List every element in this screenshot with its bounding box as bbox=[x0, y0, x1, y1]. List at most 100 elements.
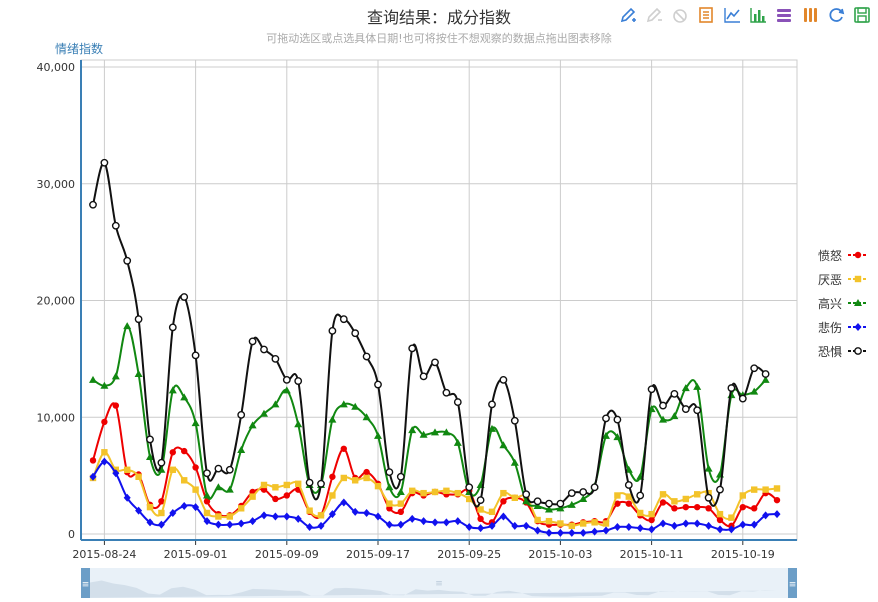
data-point bbox=[306, 507, 313, 514]
clear-mark-icon[interactable] bbox=[669, 4, 690, 25]
line-chart-icon[interactable] bbox=[721, 4, 742, 25]
legend-marker bbox=[854, 299, 863, 306]
data-point bbox=[215, 513, 222, 520]
chart-toolbar bbox=[617, 4, 872, 25]
data-point bbox=[442, 428, 451, 436]
data-point bbox=[751, 505, 758, 512]
data-point bbox=[545, 528, 553, 537]
data-point bbox=[181, 477, 188, 484]
data-point bbox=[739, 503, 746, 511]
data-point bbox=[466, 495, 473, 503]
legend-item-3[interactable]: 高兴 bbox=[818, 291, 869, 315]
data-point bbox=[351, 329, 360, 338]
data-point bbox=[260, 409, 268, 417]
data-point bbox=[556, 499, 565, 508]
data-point bbox=[306, 522, 314, 531]
data-point bbox=[124, 466, 131, 473]
data-point bbox=[420, 517, 428, 526]
series-4 bbox=[89, 457, 781, 537]
data-point bbox=[249, 493, 256, 500]
data-point bbox=[374, 512, 382, 521]
restore-icon[interactable] bbox=[825, 4, 846, 25]
data-view-icon[interactable] bbox=[695, 4, 716, 25]
remove-mark-icon[interactable] bbox=[643, 4, 664, 25]
data-point bbox=[477, 524, 485, 533]
legend: 愤怒厌恶高兴悲伤恐惧 bbox=[818, 243, 869, 363]
data-point bbox=[123, 322, 132, 330]
data-point bbox=[705, 505, 712, 512]
legend-item-2[interactable]: 厌恶 bbox=[818, 267, 869, 291]
data-point bbox=[648, 516, 655, 524]
data-point bbox=[351, 402, 360, 410]
data-point bbox=[739, 520, 747, 529]
chart-subtitle: 可拖动选区或点选具体日期!也可将按住不想观察的数据点拖出图表移除 bbox=[266, 32, 612, 45]
data-point bbox=[750, 387, 759, 395]
data-point bbox=[681, 384, 690, 392]
bar-chart-icon[interactable] bbox=[747, 4, 768, 25]
data-point bbox=[203, 517, 211, 526]
data-point bbox=[590, 483, 599, 492]
legend-item-1[interactable]: 愤怒 bbox=[818, 243, 869, 267]
stack-icon[interactable] bbox=[773, 4, 794, 25]
data-point bbox=[123, 256, 132, 265]
data-point bbox=[89, 472, 97, 481]
data-point bbox=[670, 521, 678, 530]
data-point bbox=[648, 510, 655, 518]
data-point bbox=[203, 498, 211, 505]
zoom-handle-right[interactable] bbox=[788, 568, 797, 598]
data-point bbox=[681, 405, 690, 413]
tiled-icon[interactable] bbox=[799, 4, 820, 25]
legend-label: 悲伤 bbox=[818, 320, 843, 335]
legend-marker bbox=[854, 251, 862, 259]
y-tick-label: 20,000 bbox=[37, 295, 76, 308]
data-point bbox=[602, 414, 610, 423]
data-point bbox=[750, 520, 758, 529]
data-point bbox=[499, 441, 508, 449]
data-point bbox=[409, 487, 416, 495]
data-point bbox=[157, 458, 166, 467]
data-zoom-slider[interactable]: ≡ ≡ ≡ bbox=[81, 568, 797, 598]
data-point bbox=[396, 487, 405, 495]
data-point bbox=[694, 491, 701, 498]
x-tick-label: 2015-09-25 bbox=[437, 548, 501, 561]
legend-item-5[interactable]: 恐惧 bbox=[818, 339, 869, 363]
data-point bbox=[613, 433, 622, 441]
data-point bbox=[329, 473, 336, 480]
data-point bbox=[282, 375, 291, 384]
data-point bbox=[374, 431, 382, 439]
data-point bbox=[134, 370, 143, 378]
data-point bbox=[716, 516, 724, 524]
x-tick-label: 2015-09-01 bbox=[164, 548, 228, 561]
data-point bbox=[431, 488, 439, 496]
legend-swatch bbox=[848, 251, 869, 259]
legend-item-4[interactable]: 悲伤 bbox=[818, 315, 869, 339]
series-group bbox=[89, 158, 781, 537]
data-point bbox=[112, 402, 120, 409]
data-point bbox=[648, 525, 656, 534]
data-point bbox=[203, 509, 211, 517]
data-point bbox=[408, 514, 416, 523]
y-tick-label: 40,000 bbox=[37, 61, 76, 74]
data-point bbox=[728, 514, 735, 521]
data-point bbox=[397, 520, 405, 529]
data-point bbox=[317, 521, 325, 530]
data-point bbox=[100, 158, 109, 167]
data-point bbox=[613, 522, 621, 531]
data-point bbox=[317, 479, 325, 488]
data-point bbox=[363, 468, 370, 476]
data-point bbox=[408, 426, 417, 434]
data-point bbox=[579, 488, 588, 496]
data-point bbox=[659, 499, 667, 506]
data-point bbox=[625, 500, 632, 507]
mark-icon[interactable] bbox=[617, 4, 638, 25]
zoom-handle-left[interactable] bbox=[81, 568, 90, 598]
zoom-center-grip: ≡ bbox=[435, 579, 443, 589]
data-point bbox=[157, 465, 166, 473]
legend-label: 愤怒 bbox=[818, 248, 843, 263]
data-point bbox=[476, 496, 485, 505]
data-point bbox=[431, 428, 439, 436]
data-point bbox=[545, 517, 553, 525]
save-image-icon[interactable] bbox=[851, 4, 872, 25]
legend-label: 厌恶 bbox=[818, 272, 843, 287]
